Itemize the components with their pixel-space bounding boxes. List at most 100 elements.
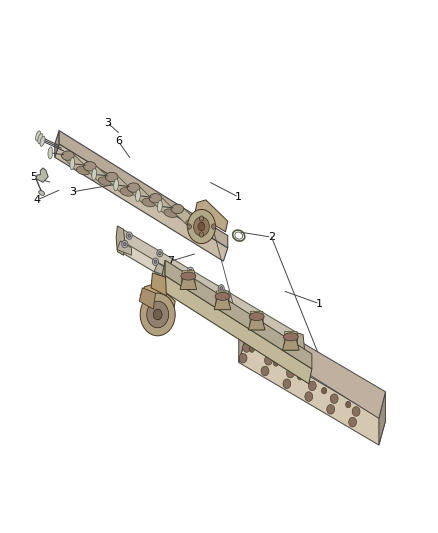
Polygon shape bbox=[195, 200, 228, 232]
Circle shape bbox=[349, 417, 357, 427]
Ellipse shape bbox=[106, 172, 118, 182]
Ellipse shape bbox=[84, 161, 96, 171]
Text: 6: 6 bbox=[115, 136, 122, 146]
Text: 5: 5 bbox=[30, 173, 37, 182]
Circle shape bbox=[198, 222, 205, 231]
Polygon shape bbox=[59, 131, 228, 248]
Ellipse shape bbox=[249, 312, 264, 321]
Text: 1: 1 bbox=[316, 299, 323, 309]
Polygon shape bbox=[105, 177, 134, 192]
Ellipse shape bbox=[142, 198, 156, 207]
Polygon shape bbox=[116, 226, 125, 255]
Polygon shape bbox=[250, 311, 264, 330]
Polygon shape bbox=[214, 296, 231, 310]
Ellipse shape bbox=[240, 325, 245, 328]
Circle shape bbox=[346, 401, 351, 408]
Polygon shape bbox=[36, 168, 48, 182]
Circle shape bbox=[330, 394, 338, 403]
Circle shape bbox=[308, 381, 316, 391]
Polygon shape bbox=[148, 198, 178, 213]
Circle shape bbox=[212, 224, 216, 229]
Polygon shape bbox=[55, 131, 59, 157]
Text: 2: 2 bbox=[268, 232, 275, 242]
Circle shape bbox=[187, 224, 191, 229]
Ellipse shape bbox=[38, 133, 43, 144]
Ellipse shape bbox=[120, 188, 134, 196]
Polygon shape bbox=[379, 392, 385, 445]
Polygon shape bbox=[117, 241, 131, 255]
Circle shape bbox=[187, 267, 194, 274]
Circle shape bbox=[153, 309, 162, 320]
Polygon shape bbox=[122, 229, 302, 348]
Circle shape bbox=[154, 260, 157, 263]
Polygon shape bbox=[239, 309, 385, 418]
Circle shape bbox=[185, 278, 187, 281]
Polygon shape bbox=[127, 188, 156, 203]
Polygon shape bbox=[239, 338, 385, 445]
Circle shape bbox=[249, 346, 254, 352]
Circle shape bbox=[352, 407, 360, 416]
Circle shape bbox=[261, 366, 269, 376]
Ellipse shape bbox=[98, 177, 112, 185]
Circle shape bbox=[286, 368, 294, 378]
Ellipse shape bbox=[114, 179, 118, 191]
Text: 3: 3 bbox=[104, 118, 111, 127]
Circle shape bbox=[152, 258, 159, 265]
Circle shape bbox=[243, 343, 251, 352]
Polygon shape bbox=[191, 285, 206, 299]
Text: 3: 3 bbox=[69, 187, 76, 197]
Ellipse shape bbox=[136, 190, 140, 201]
Circle shape bbox=[183, 276, 189, 283]
Ellipse shape bbox=[171, 204, 184, 214]
Polygon shape bbox=[283, 337, 299, 350]
Circle shape bbox=[126, 232, 132, 239]
Circle shape bbox=[199, 232, 204, 237]
Polygon shape bbox=[83, 166, 112, 181]
Circle shape bbox=[140, 293, 175, 336]
Ellipse shape bbox=[39, 191, 45, 195]
Ellipse shape bbox=[181, 272, 196, 280]
Polygon shape bbox=[180, 276, 197, 289]
Ellipse shape bbox=[127, 183, 140, 192]
Ellipse shape bbox=[76, 166, 90, 175]
Ellipse shape bbox=[62, 151, 74, 160]
Circle shape bbox=[189, 269, 192, 272]
Circle shape bbox=[128, 234, 131, 237]
Circle shape bbox=[327, 405, 335, 414]
Ellipse shape bbox=[149, 193, 162, 203]
Polygon shape bbox=[55, 144, 228, 261]
Polygon shape bbox=[248, 317, 265, 330]
Text: 4: 4 bbox=[34, 195, 41, 205]
Polygon shape bbox=[140, 284, 175, 314]
Ellipse shape bbox=[242, 324, 247, 327]
Circle shape bbox=[187, 209, 215, 244]
Circle shape bbox=[239, 353, 247, 363]
Circle shape bbox=[147, 301, 169, 328]
Ellipse shape bbox=[237, 326, 243, 329]
Polygon shape bbox=[296, 333, 304, 361]
Polygon shape bbox=[181, 271, 195, 289]
Polygon shape bbox=[118, 237, 300, 357]
Circle shape bbox=[157, 249, 163, 257]
Ellipse shape bbox=[92, 168, 96, 180]
Ellipse shape bbox=[40, 136, 45, 147]
Polygon shape bbox=[139, 288, 155, 309]
Circle shape bbox=[124, 243, 126, 246]
Circle shape bbox=[199, 216, 204, 221]
Polygon shape bbox=[215, 291, 230, 310]
Circle shape bbox=[122, 240, 128, 248]
Circle shape bbox=[283, 379, 291, 389]
Circle shape bbox=[265, 356, 272, 365]
Circle shape bbox=[297, 374, 303, 380]
Circle shape bbox=[305, 392, 313, 401]
Polygon shape bbox=[162, 276, 312, 384]
Ellipse shape bbox=[35, 131, 41, 141]
Polygon shape bbox=[165, 260, 312, 369]
Circle shape bbox=[194, 217, 209, 236]
Ellipse shape bbox=[158, 200, 162, 212]
Polygon shape bbox=[154, 263, 169, 277]
Circle shape bbox=[218, 285, 224, 292]
Text: 8: 8 bbox=[154, 198, 161, 207]
Polygon shape bbox=[61, 156, 90, 171]
Circle shape bbox=[321, 387, 327, 394]
